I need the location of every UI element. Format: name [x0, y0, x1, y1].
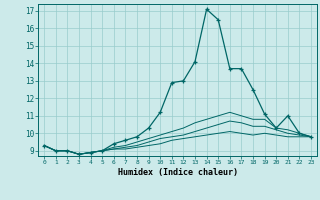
X-axis label: Humidex (Indice chaleur): Humidex (Indice chaleur)	[118, 168, 238, 177]
